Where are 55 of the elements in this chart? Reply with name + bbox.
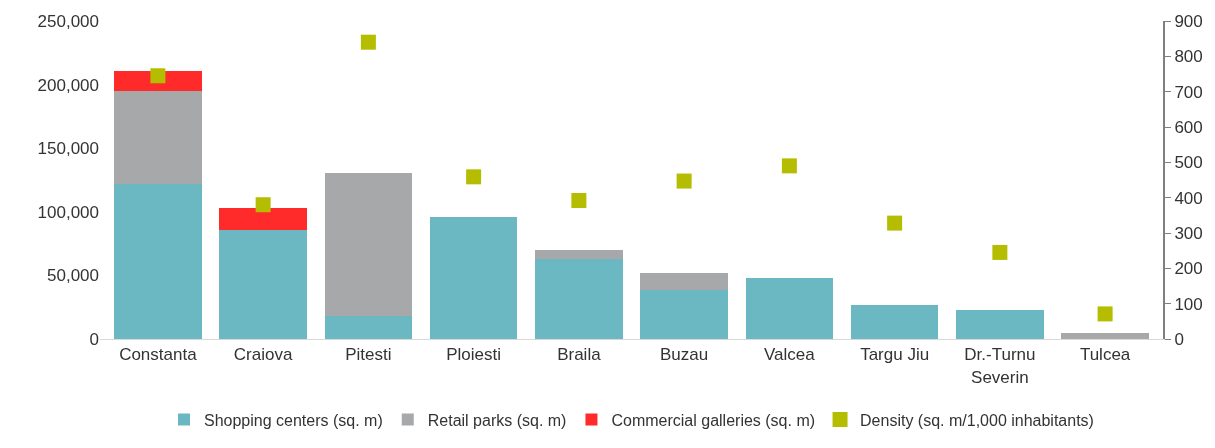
y2-tick-label: 600 [1174,117,1203,137]
point [1097,306,1113,322]
bar [745,277,834,339]
x-tick-label: Braila [557,345,602,365]
legend-label: Density (sq. m/1,000 inhabitants) [860,411,1094,429]
bar [640,273,728,291]
y-tick-label: 200,000 [37,75,99,95]
bar [535,259,623,339]
bar [114,90,202,184]
bar [850,304,939,339]
bar [1061,332,1149,339]
x-tick-label: Tulcea [1079,345,1131,365]
point [571,192,587,208]
y2-tick-label: 900 [1174,11,1203,31]
y2-tick-label: 300 [1174,223,1203,243]
bar [114,183,202,339]
legend-label: Commercial galleries (sq. m) [611,411,816,429]
point [466,169,482,185]
point [676,173,692,189]
bar [219,208,307,230]
x-tick-label: Craiova [233,345,293,365]
bar [640,290,728,339]
bar [324,173,413,316]
point [150,68,166,84]
x-tick-label: Targu Jiu [860,345,930,365]
legend-label: Shopping centers (sq. m) [204,411,383,429]
x-tick-label: Ploiesti [446,345,502,365]
y2-tick-label: 700 [1174,82,1203,102]
y2-tick-label: 200 [1174,259,1203,279]
x-tick-label: Pitesti [345,345,392,365]
x-tick-label: Valcea [764,345,816,365]
y2-tick-label: 0 [1174,329,1184,349]
y2-tick-label: 500 [1174,153,1203,173]
x-tick-label: Constanta [119,345,198,365]
legend-label: Retail parks (sq. m) [427,411,567,429]
bar [956,310,1044,339]
y2-tick-label: 800 [1174,47,1203,67]
y2-tick-label: 400 [1174,188,1203,208]
x-tick-label: Buzau [660,345,709,365]
point [360,34,376,50]
bar [429,216,518,339]
point [887,215,903,231]
point [781,158,797,174]
point [992,244,1008,260]
y-tick-label: 250,000 [37,11,99,31]
point [255,197,271,213]
bar [219,229,307,339]
bar [535,249,623,260]
x-tick-label: Dr.-Turnu Severin [964,345,1036,387]
y2-tick-label: 100 [1174,294,1203,314]
y-tick-label: 100,000 [37,202,99,222]
y-tick-label: 150,000 [37,139,99,159]
y-tick-label: 50,000 [47,266,99,286]
bar [324,315,413,339]
y-tick-label: 0 [89,329,99,349]
